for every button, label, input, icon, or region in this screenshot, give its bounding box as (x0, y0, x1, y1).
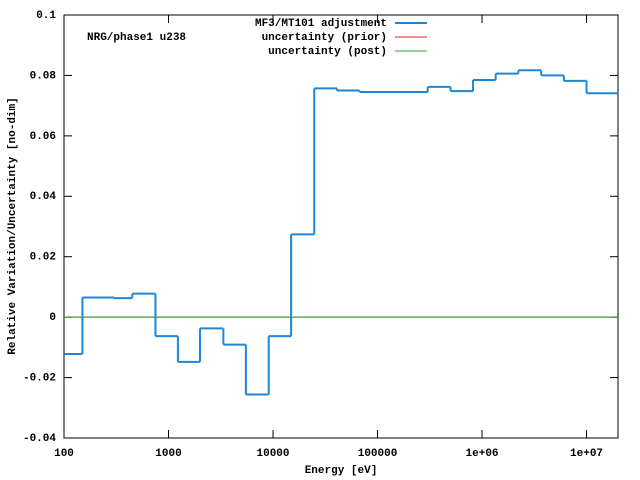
y-tick-label: -0.02 (23, 372, 56, 384)
annotation: NRG/phase1 u238 (87, 32, 186, 44)
y-axis-label: Relative Variation/Uncertainty [no-dim] (7, 97, 19, 354)
y-tick-label: 0.1 (36, 10, 56, 22)
x-axis-label: Energy [eV] (305, 465, 378, 477)
legend-label: uncertainty (post) (268, 46, 387, 58)
x-tick-label: 100 (54, 448, 74, 460)
y-tick-label: 0.06 (30, 131, 56, 143)
x-tick-label: 100000 (358, 448, 398, 460)
y-tick-label: 0.04 (30, 191, 57, 203)
y-tick-label: 0 (49, 312, 56, 324)
x-tick-label: 1e+07 (570, 448, 603, 460)
legend-label: uncertainty (prior) (262, 32, 387, 44)
plot-frame (63, 14, 619, 439)
y-tick-label: -0.04 (23, 433, 56, 445)
legend-label: MF3/MT101 adjustment (255, 18, 387, 30)
x-tick-label: 1000 (155, 448, 181, 460)
x-tick-label: 1e+06 (466, 448, 499, 460)
y-tick-label: 0.02 (30, 252, 56, 264)
x-tick-label: 10000 (257, 448, 290, 460)
y-tick-label: 0.08 (30, 70, 57, 82)
